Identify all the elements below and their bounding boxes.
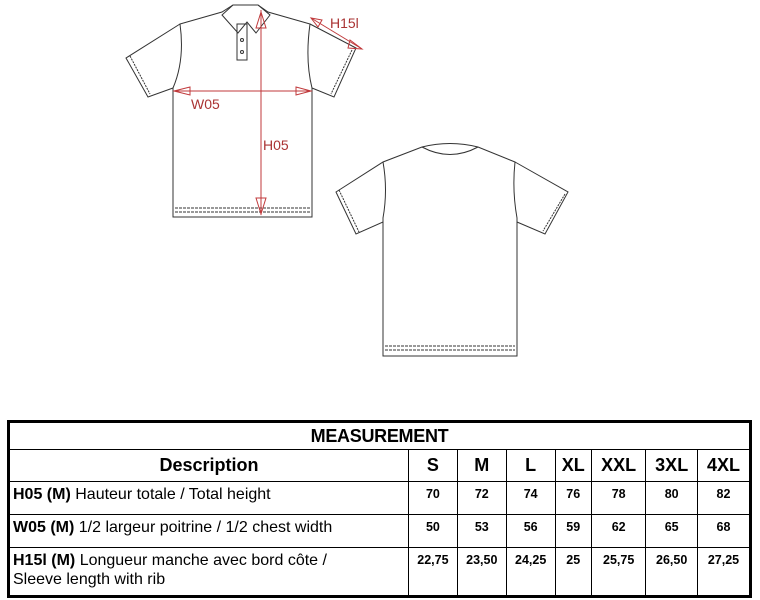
row-description: H15l (M) Longueur manche avec bord côte … — [8, 547, 409, 597]
cell-value: 53 — [456, 514, 507, 548]
cell-value: 24,25 — [505, 547, 556, 597]
description-header: Description — [8, 449, 409, 482]
size-header: XL — [554, 449, 592, 482]
cell-value: 22,75 — [408, 547, 458, 597]
cell-value: 65 — [645, 514, 698, 548]
row-label: 1/2 largeur poitrine / 1/2 chest width — [78, 519, 333, 536]
label-h05: H05 — [263, 137, 289, 153]
cell-value: 72 — [456, 481, 507, 515]
size-header: S — [408, 449, 458, 482]
cell-value: 23,50 — [456, 547, 507, 597]
size-header: 3XL — [645, 449, 698, 482]
table-row: H05 (M) Hauteur totale / Total height 70… — [8, 481, 752, 515]
cell-value: 78 — [590, 481, 647, 515]
polo-front — [125, 4, 357, 218]
size-header: M — [456, 449, 507, 482]
label-w05: W05 — [191, 96, 220, 112]
cell-value: 26,50 — [645, 547, 698, 597]
row-code: H05 (M) — [13, 486, 71, 503]
cell-value: 25 — [554, 547, 592, 597]
size-header: L — [505, 449, 556, 482]
cell-value: 50 — [408, 514, 458, 548]
row-label: Longueur manche avec bord côte / — [79, 552, 327, 569]
header-row: Description S M L XL XXL 3XL 4XL — [8, 449, 752, 482]
label-h15l: H15l — [330, 15, 359, 31]
table-title: MEASUREMENT — [8, 421, 751, 450]
cell-value: 68 — [696, 514, 752, 548]
garment-diagram: H15l W05 H05 — [125, 4, 569, 357]
cell-value: 56 — [505, 514, 556, 548]
cell-value: 62 — [590, 514, 647, 548]
row-label-line2: Sleeve length with rib — [13, 571, 166, 588]
measurement-table: MEASUREMENT Description S M L XL XXL 3XL… — [7, 420, 752, 598]
cell-value: 82 — [696, 481, 752, 515]
polo-back — [335, 143, 569, 357]
table-row: W05 (M) 1/2 largeur poitrine / 1/2 chest… — [8, 514, 752, 548]
row-label: Hauteur totale / Total height — [75, 486, 271, 503]
table-row: H15l (M) Longueur manche avec bord côte … — [8, 547, 752, 597]
cell-value: 70 — [408, 481, 458, 515]
row-description: H05 (M) Hauteur totale / Total height — [8, 481, 409, 515]
measure-lines — [173, 10, 364, 216]
cell-value: 76 — [554, 481, 592, 515]
cell-value: 74 — [505, 481, 556, 515]
cell-value: 80 — [645, 481, 698, 515]
size-header: XXL — [590, 449, 647, 482]
cell-value: 25,75 — [590, 547, 647, 597]
row-code: W05 (M) — [13, 519, 75, 536]
row-description: W05 (M) 1/2 largeur poitrine / 1/2 chest… — [8, 514, 409, 548]
cell-value: 27,25 — [696, 547, 752, 597]
cell-value: 59 — [554, 514, 592, 548]
row-code: H15l (M) — [13, 552, 76, 569]
size-header: 4XL — [696, 449, 752, 482]
